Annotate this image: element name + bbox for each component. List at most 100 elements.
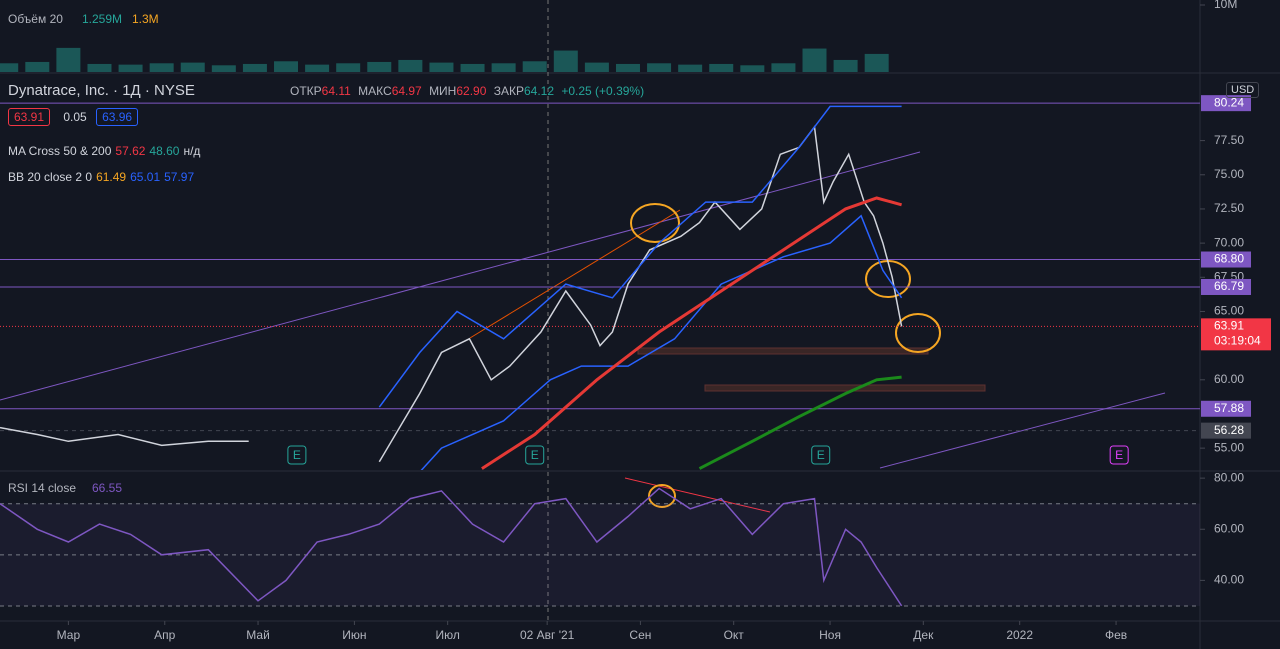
- value: 48.60: [149, 144, 180, 158]
- currency[interactable]: USD: [1226, 82, 1260, 98]
- volume-bar: [584, 62, 609, 72]
- panel: [0, 487, 1200, 607]
- value: 64.12: [523, 84, 555, 98]
- value: 65.01: [130, 170, 161, 184]
- label: MA Cross 50 & 200: [8, 144, 112, 158]
- x-tick-label: Мар: [57, 628, 81, 642]
- volume-bar: [647, 63, 672, 72]
- earnings-label: E: [1115, 448, 1123, 462]
- volume-bar: [0, 63, 19, 72]
- last-price-tag: [1201, 318, 1271, 351]
- x-tick-label: 02 Авг '21: [520, 628, 575, 642]
- volume-bar: [149, 63, 174, 72]
- x-tick-label: Июн: [342, 628, 366, 642]
- value: н/д: [183, 144, 201, 158]
- price-level-label: 68.80: [1214, 252, 1244, 266]
- panel: [0, 47, 889, 72]
- x-tick-label: Июл: [435, 628, 459, 642]
- trend-line: [469, 209, 681, 339]
- value: +0.25 (+0.39%): [561, 84, 645, 98]
- series-line: [378, 105, 902, 408]
- trend-line: [624, 477, 771, 513]
- trend-line: [879, 392, 1166, 469]
- highlight: [648, 484, 676, 508]
- x-tick-label: Май: [246, 628, 270, 642]
- volume-bar: [460, 63, 485, 72]
- volume-bar: [615, 63, 640, 72]
- highlight: [895, 313, 941, 353]
- series-line: [420, 214, 903, 470]
- earnings-label: E: [293, 448, 301, 462]
- price-level-tag: [1201, 95, 1251, 112]
- series-line: [481, 196, 902, 470]
- volume-title: Объём 20: [8, 12, 63, 26]
- volume-label: 1.259M: [82, 12, 122, 26]
- volume-bar: [25, 61, 50, 72]
- value: 57.62: [115, 144, 146, 158]
- rsi-label: 66.55: [92, 481, 122, 495]
- earnings-label: E: [531, 448, 539, 462]
- volume-label: 1.3M: [132, 12, 159, 26]
- earnings-badge: [525, 445, 545, 465]
- earnings-badge: [811, 445, 831, 465]
- price-level-label: 66.79: [1214, 279, 1244, 293]
- zone: [704, 384, 986, 392]
- symbol: Dynatrace, Inc. · 1Д · NYSE: [8, 82, 195, 99]
- volume-bar: [678, 64, 703, 72]
- ma-legend: MA Cross 50 & 200 57.62 48.60 н/д: [8, 144, 204, 158]
- volume-bar: [429, 62, 454, 72]
- countdown: 03:19:04: [1214, 334, 1261, 348]
- volume-bar: [491, 63, 516, 72]
- x-tick-label: Фев: [1105, 628, 1127, 642]
- volume-bar: [87, 63, 112, 72]
- quote: 63.91 0.05 63.96: [8, 108, 142, 126]
- label: МАКС: [358, 84, 392, 98]
- price-level-tag: [1201, 422, 1251, 439]
- y-tick-label: 60.00: [1214, 521, 1244, 535]
- y-tick-label: 75.00: [1214, 167, 1244, 181]
- price-level-tag: [1201, 400, 1251, 417]
- volume-bar: [367, 61, 392, 72]
- label: МИН: [429, 84, 457, 98]
- series-line: [0, 487, 903, 607]
- volume-bar: [709, 63, 734, 72]
- x-tick-label: Окт: [724, 628, 745, 642]
- volume-bar: [864, 53, 889, 72]
- price-level-label: 57.88: [1214, 401, 1244, 415]
- volume-bar: [180, 62, 205, 72]
- bid: 63.91: [8, 108, 51, 126]
- ohlc: ОТКР64.11 МАКС64.97 МИН62.90 ЗАКР64.12 +…: [290, 84, 648, 98]
- x-tick-label: Сен: [629, 628, 651, 642]
- value: 57.97: [164, 170, 195, 184]
- bb-legend: BB 20 close 2 0 61.49 65.01 57.97: [8, 170, 198, 184]
- volume-bar: [398, 59, 423, 72]
- y-tick-label: 55.00: [1214, 440, 1244, 454]
- price-level-label: 80.24: [1214, 95, 1244, 109]
- y-tick-label: 72.50: [1214, 201, 1244, 215]
- y-tick-label: 60.00: [1214, 372, 1244, 386]
- value: 64.11: [321, 84, 351, 98]
- volume-bar: [118, 64, 143, 72]
- volume-bar: [522, 61, 547, 72]
- last-price-label: 63.91: [1214, 319, 1244, 333]
- zone: [637, 347, 929, 355]
- label: ОТКР: [290, 84, 322, 98]
- label: BB 20 close 2 0: [8, 170, 93, 184]
- volume-bar: [740, 65, 765, 72]
- x-tick-label: Апр: [154, 628, 176, 642]
- volume-bar: [211, 65, 236, 72]
- drawings: [0, 151, 1166, 513]
- ask: 63.96: [96, 108, 139, 126]
- y-tick-label: 70.00: [1214, 235, 1244, 249]
- price-level-tag: [1201, 251, 1251, 268]
- volume-bar: [553, 50, 578, 72]
- rsi-title: RSI 14 close: [8, 481, 76, 495]
- price-level-label: 56.28: [1214, 423, 1244, 437]
- x-tick-label: Ноя: [819, 628, 841, 642]
- highlight: [630, 203, 680, 243]
- volume-bar: [56, 47, 81, 72]
- earnings-badge: [1109, 445, 1129, 465]
